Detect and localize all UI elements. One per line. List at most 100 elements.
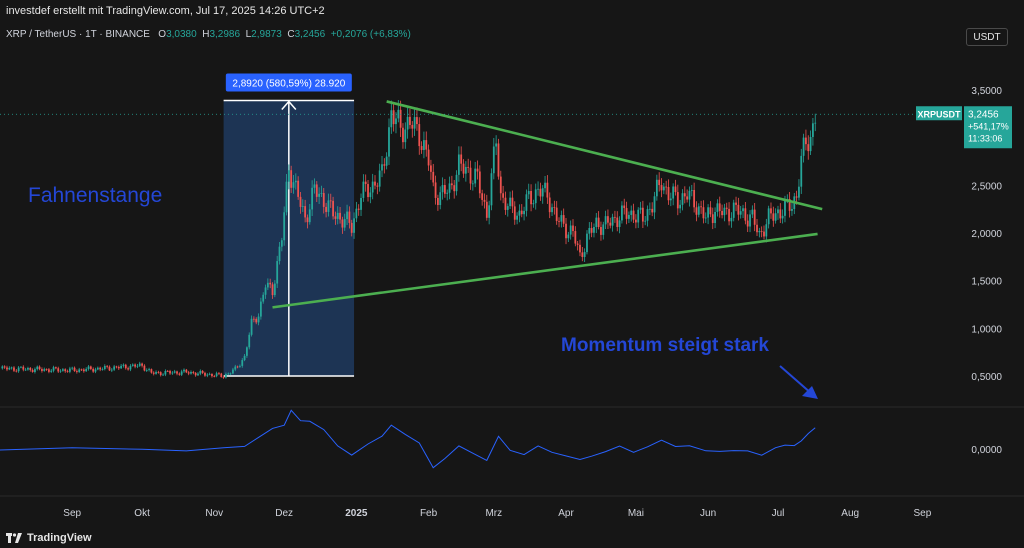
candle-body [611, 216, 614, 226]
candle-body [173, 371, 176, 373]
momentum-series-line [0, 409, 816, 469]
momentum-axis-tick-label: 0,0000 [971, 445, 1002, 456]
candle-body [597, 217, 600, 228]
candle-body [192, 371, 195, 373]
open-label: O [158, 29, 167, 40]
candle-body [127, 368, 130, 370]
close-value: 3,2456 [294, 29, 326, 40]
axes: 3,50003,00002,50002,00001,50001,00000,50… [63, 86, 1012, 519]
candle-body [138, 363, 141, 366]
candle-body [569, 225, 572, 235]
candle-body [185, 369, 188, 373]
candle-body [711, 214, 714, 224]
candle-body [395, 118, 397, 125]
candle-body [621, 205, 623, 221]
currency-button[interactable]: USDT [966, 28, 1008, 46]
candle-body [357, 208, 360, 210]
candle-body [767, 208, 770, 225]
candle-body [171, 372, 174, 374]
candle-body [43, 369, 46, 371]
flagpole-region: 2,8920 (580,59%) 28.920 [223, 73, 355, 377]
candle-body [600, 227, 602, 235]
candle-body [264, 287, 267, 295]
candle-body [628, 214, 630, 219]
candle-body [61, 369, 64, 371]
measure-label-box [225, 73, 352, 92]
candle-body [31, 369, 34, 372]
candle-body [15, 370, 18, 372]
candle-body [106, 365, 109, 367]
candle-body [145, 370, 148, 371]
symbol-line: XRP / TetherUS · 1T · BINANCE O3,0380 H3… [6, 29, 411, 40]
candle-body [36, 366, 39, 370]
candle-body [115, 366, 118, 368]
candle-body [13, 367, 15, 371]
candle-body [756, 224, 758, 233]
candle-body [252, 318, 255, 320]
candle-body [490, 173, 493, 206]
x-axis-tick-label: Jul [772, 508, 785, 519]
candle-body [616, 217, 619, 227]
candle-body [430, 165, 432, 172]
candle-body [651, 208, 654, 213]
high-label: H [202, 29, 210, 40]
candle-body [467, 166, 470, 168]
candle-body [266, 282, 269, 288]
candle-body [411, 124, 414, 129]
candle-body [71, 367, 74, 369]
candle-body [609, 222, 612, 226]
candle-body [630, 210, 633, 215]
candle-body [378, 170, 381, 187]
candle-body [450, 183, 453, 186]
candle-body [236, 366, 239, 368]
candle-body [805, 137, 807, 145]
price-tag-symbol-box [916, 106, 962, 121]
y-axis-tick-label: 0,5000 [971, 372, 1002, 383]
candle-body [75, 371, 78, 372]
candle-body [120, 365, 123, 369]
candle-body [78, 369, 81, 372]
candle-body [110, 369, 113, 371]
candle-body [327, 200, 330, 212]
symbol-name[interactable]: XRP / TetherUS · 1T · BINANCE [6, 29, 150, 40]
candle-body [287, 170, 290, 182]
candle-body [614, 216, 616, 218]
x-axis-tick-label: Apr [558, 508, 574, 519]
top-bar: investdef erstellt mit TradingView.com, … [0, 0, 1024, 22]
candle-body [739, 211, 742, 215]
candle-body [148, 369, 150, 371]
candle-body [674, 186, 677, 193]
candle-body [48, 369, 50, 372]
candle-body [250, 318, 253, 335]
candle-body [485, 201, 488, 218]
candle-body [325, 206, 327, 212]
price-tag-symbol: XRPUSDT [917, 109, 961, 119]
candle-body [709, 207, 712, 215]
candle-body [273, 283, 276, 296]
candle-body [553, 207, 556, 209]
candle-body [448, 183, 451, 193]
candle-body [20, 366, 22, 368]
candle-body [434, 182, 437, 198]
candle-body [355, 208, 358, 219]
candle-body [45, 369, 48, 370]
candle-body [320, 193, 323, 194]
candle-body [3, 366, 6, 368]
candle-body [784, 200, 786, 216]
footer-brand: TradingView [27, 532, 92, 544]
candle-body [646, 209, 649, 221]
candle-body [723, 207, 726, 216]
candle-body [732, 202, 735, 218]
candle-body [87, 366, 90, 369]
candle-body [497, 143, 500, 177]
candle-body [420, 146, 423, 151]
candle-body [686, 196, 689, 200]
candle-body [546, 182, 549, 198]
candle-body [299, 196, 302, 207]
candle-body [464, 166, 467, 174]
candle-body [38, 366, 41, 370]
candle-body [117, 366, 120, 369]
x-axis-tick-label: Aug [841, 508, 859, 519]
candle-body [218, 373, 220, 375]
